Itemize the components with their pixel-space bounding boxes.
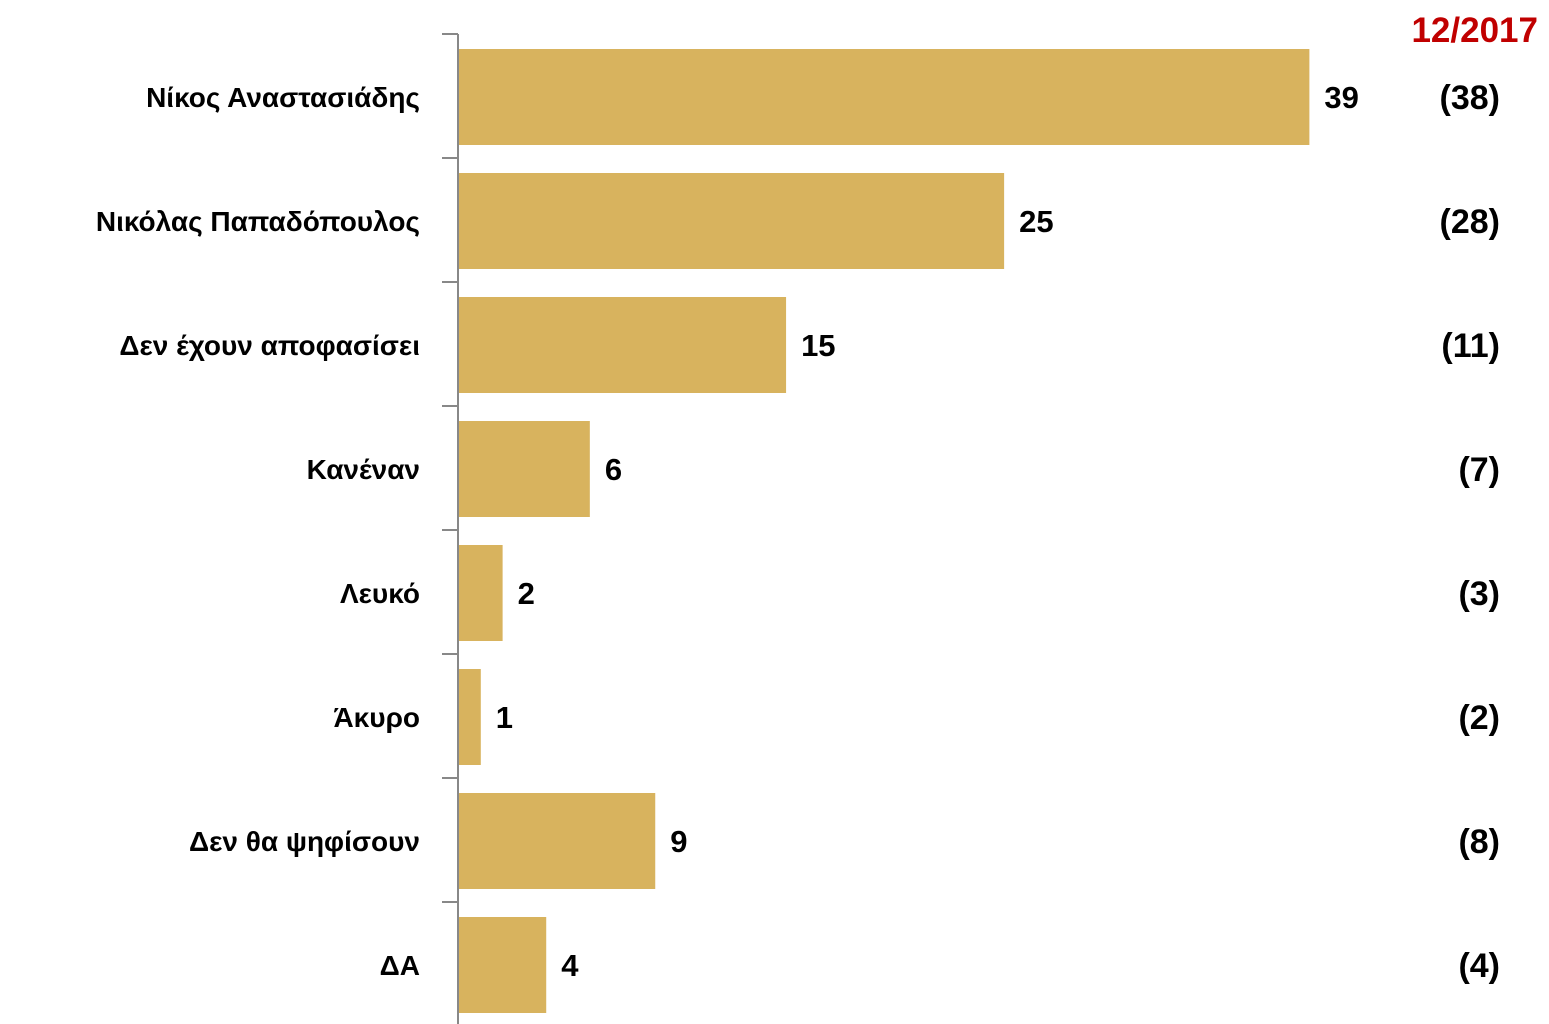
previous-value-label: (8) — [1458, 823, 1500, 861]
previous-value-label: (11) — [1441, 327, 1500, 365]
bar — [459, 793, 656, 889]
bar — [459, 421, 590, 517]
data-label: 2 — [518, 576, 535, 611]
previous-value-label: (38) — [1440, 79, 1500, 117]
previous-value-label: (7) — [1458, 451, 1500, 489]
data-label: 4 — [561, 948, 579, 983]
bar — [459, 545, 503, 641]
previous-value-label: (4) — [1458, 947, 1500, 985]
category-label: Δεν θα ψηφίσουν — [189, 826, 420, 857]
category-label: Νικόλας Παπαδόπουλος — [96, 206, 420, 237]
bar — [459, 297, 787, 393]
category-label: Νίκος Αναστασιάδης — [146, 82, 420, 113]
data-label: 1 — [496, 700, 513, 735]
previous-value-label: (2) — [1458, 699, 1500, 737]
data-label: 6 — [605, 452, 622, 487]
data-label: 9 — [670, 824, 687, 859]
previous-value-label: (3) — [1458, 575, 1500, 613]
previous-period-label: 12/2017 — [1411, 11, 1538, 50]
category-label: ΔΑ — [380, 950, 420, 981]
bar — [459, 49, 1310, 145]
data-label: 25 — [1019, 204, 1053, 239]
bar — [459, 173, 1005, 269]
data-label: 15 — [801, 328, 835, 363]
category-label: Άκυρο — [333, 702, 420, 733]
bar — [459, 669, 481, 765]
bar — [459, 917, 547, 1013]
previous-value-label: (28) — [1440, 203, 1500, 241]
category-label: Λευκό — [340, 578, 420, 609]
category-label: Δεν έχουν αποφασίσει — [119, 330, 420, 361]
data-label: 39 — [1324, 80, 1358, 115]
category-label: Κανέναν — [307, 454, 420, 485]
